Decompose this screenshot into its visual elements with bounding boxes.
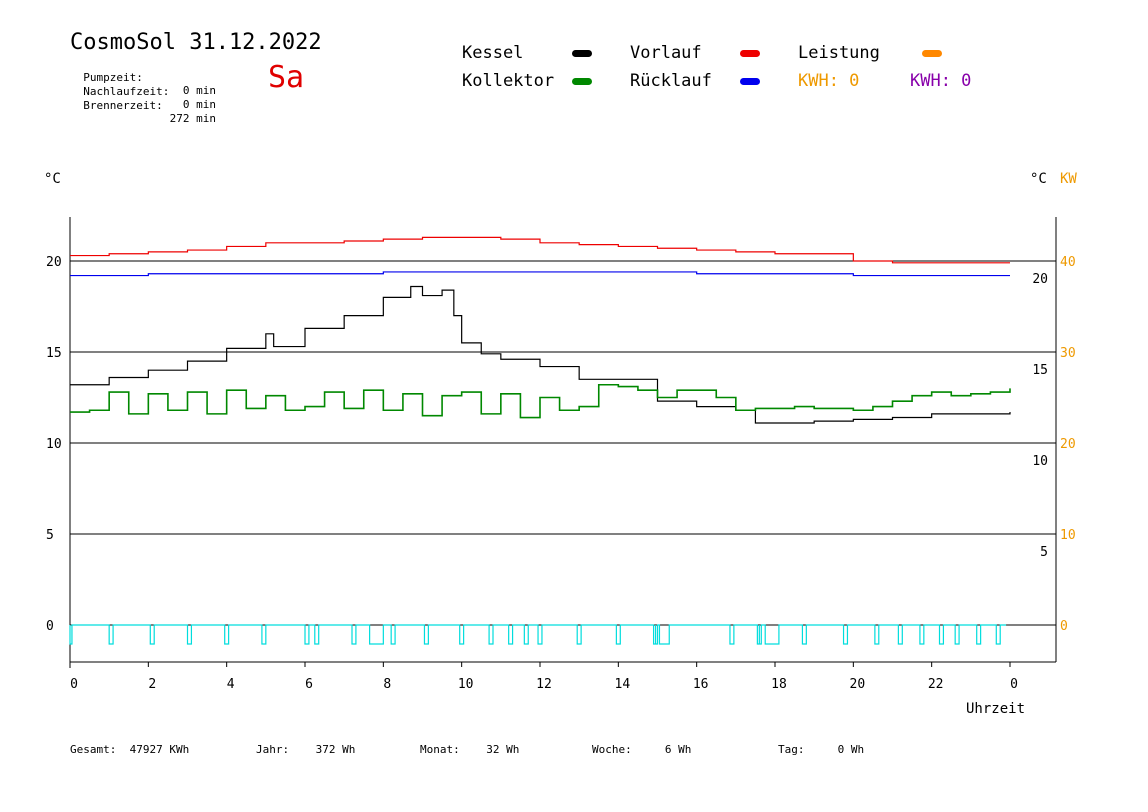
legend-leistung-label: Leistung (798, 43, 880, 63)
legend-kessel-label: Kessel (462, 43, 524, 63)
footer-label: Woche: (592, 743, 632, 756)
y-left-tick-label: 15 (46, 346, 62, 361)
legend-kollektor-label: Kollektor (462, 71, 555, 91)
footer-jahr: Jahr: 372 Wh (256, 743, 355, 756)
y-right-tick-label: 10 (1032, 454, 1048, 469)
stat-value: 0 min (182, 84, 216, 97)
y-left-tick-label: 20 (46, 255, 62, 270)
y-left-tick-label: 0 (46, 619, 54, 634)
legend-kollektor-swatch (572, 78, 592, 85)
axis-ticks: 20 15 10 5 0 20 15 10 5 40 30 20 10 0 0 2 4 6 8 10 12 14 16 18 2… (46, 255, 1076, 692)
legend-ruecklauf-label: Rücklauf (630, 71, 712, 91)
legend-leistung-swatch (922, 50, 942, 57)
grid (69, 217, 1057, 668)
y-right-tick-label: 5 (1040, 545, 1048, 560)
y-kw-tick-label: 40 (1060, 255, 1076, 270)
x-tick-label: 20 (850, 677, 866, 692)
legend-kessel-swatch (572, 50, 592, 57)
kw-axis-unit: KW (1060, 171, 1077, 187)
y-kw-tick-label: 10 (1060, 528, 1076, 543)
series-vorlauf (70, 236, 1010, 264)
legend-kwh-orange: KWH: 0 (798, 71, 860, 91)
x-tick-label: 18 (771, 677, 787, 692)
footer-label: Monat: (420, 743, 460, 756)
x-tick-label: 14 (615, 677, 631, 692)
footer-gesamt: Gesamt: 47927 KWh (70, 743, 189, 756)
x-tick-label: 16 (693, 677, 709, 692)
footer-monat: Monat: 32 Wh (420, 743, 519, 756)
stat-value: 0 min (182, 98, 216, 111)
x-tick-label: 10 (458, 677, 474, 692)
page-title: CosmoSol 31.12.2022 (70, 30, 322, 55)
y-kw-tick-label: 30 (1060, 346, 1076, 361)
legend-kwh-purple: KWH: 0 (910, 71, 972, 91)
x-tick-label: 4 (227, 677, 235, 692)
stat-brennerzeit: Brennerzeit: 272 min (70, 86, 216, 125)
legend-vorlauf-swatch (740, 50, 760, 57)
x-tick-label: 6 (305, 677, 313, 692)
footer-woche: Woche: 6 Wh (592, 743, 691, 756)
stat-label: Brennerzeit: (83, 99, 163, 112)
stat-value: 272 min (169, 112, 216, 125)
footer-value: 372 Wh (315, 743, 356, 756)
weekday-label: Sa (268, 60, 305, 95)
footer-label: Gesamt: (70, 743, 117, 756)
series-kollektor (70, 383, 1011, 419)
footer-value: 47927 KWh (129, 743, 190, 756)
footer-value: 0 Wh (837, 743, 865, 756)
footer-value: 32 Wh (486, 743, 520, 756)
y-kw-tick-label: 20 (1060, 437, 1076, 452)
footer-label: Jahr: (256, 743, 290, 756)
left-axis-unit: °C (44, 171, 61, 187)
series-kessel (70, 285, 1011, 424)
stat-pumpzeit: Pumpzeit: 0 min (70, 58, 216, 97)
x-tick-label: 0 (1010, 677, 1018, 692)
y-kw-tick-label: 0 (1060, 619, 1068, 634)
y-right-tick-label: 20 (1032, 272, 1048, 287)
stat-nachlaufzeit: Nachlaufzeit: 0 min (70, 72, 216, 111)
series-pumpe (69, 624, 1007, 645)
series-ruecklauf (70, 271, 1010, 277)
footer-value: 6 Wh (664, 743, 692, 756)
legend-ruecklauf-swatch (740, 78, 760, 85)
x-tick-label: 2 (148, 677, 156, 692)
x-tick-label: 0 (70, 677, 78, 692)
x-tick-label: 22 (928, 677, 944, 692)
legend-vorlauf-label: Vorlauf (630, 43, 702, 63)
x-axis-label: Uhrzeit (966, 701, 1026, 717)
footer-label: Tag: (778, 743, 805, 756)
y-left-tick-label: 5 (46, 528, 54, 543)
y-left-tick-label: 10 (46, 437, 62, 452)
right-axis-unit: °C (1030, 171, 1047, 187)
stat-label: Nachlaufzeit: (83, 85, 170, 98)
x-tick-label: 8 (383, 677, 391, 692)
stat-label: Pumpzeit: (83, 71, 143, 84)
y-right-tick-label: 15 (1032, 363, 1048, 378)
x-tick-label: 12 (536, 677, 552, 692)
series-lines (69, 236, 1011, 645)
footer-tag: Tag: 0 Wh (778, 743, 864, 756)
